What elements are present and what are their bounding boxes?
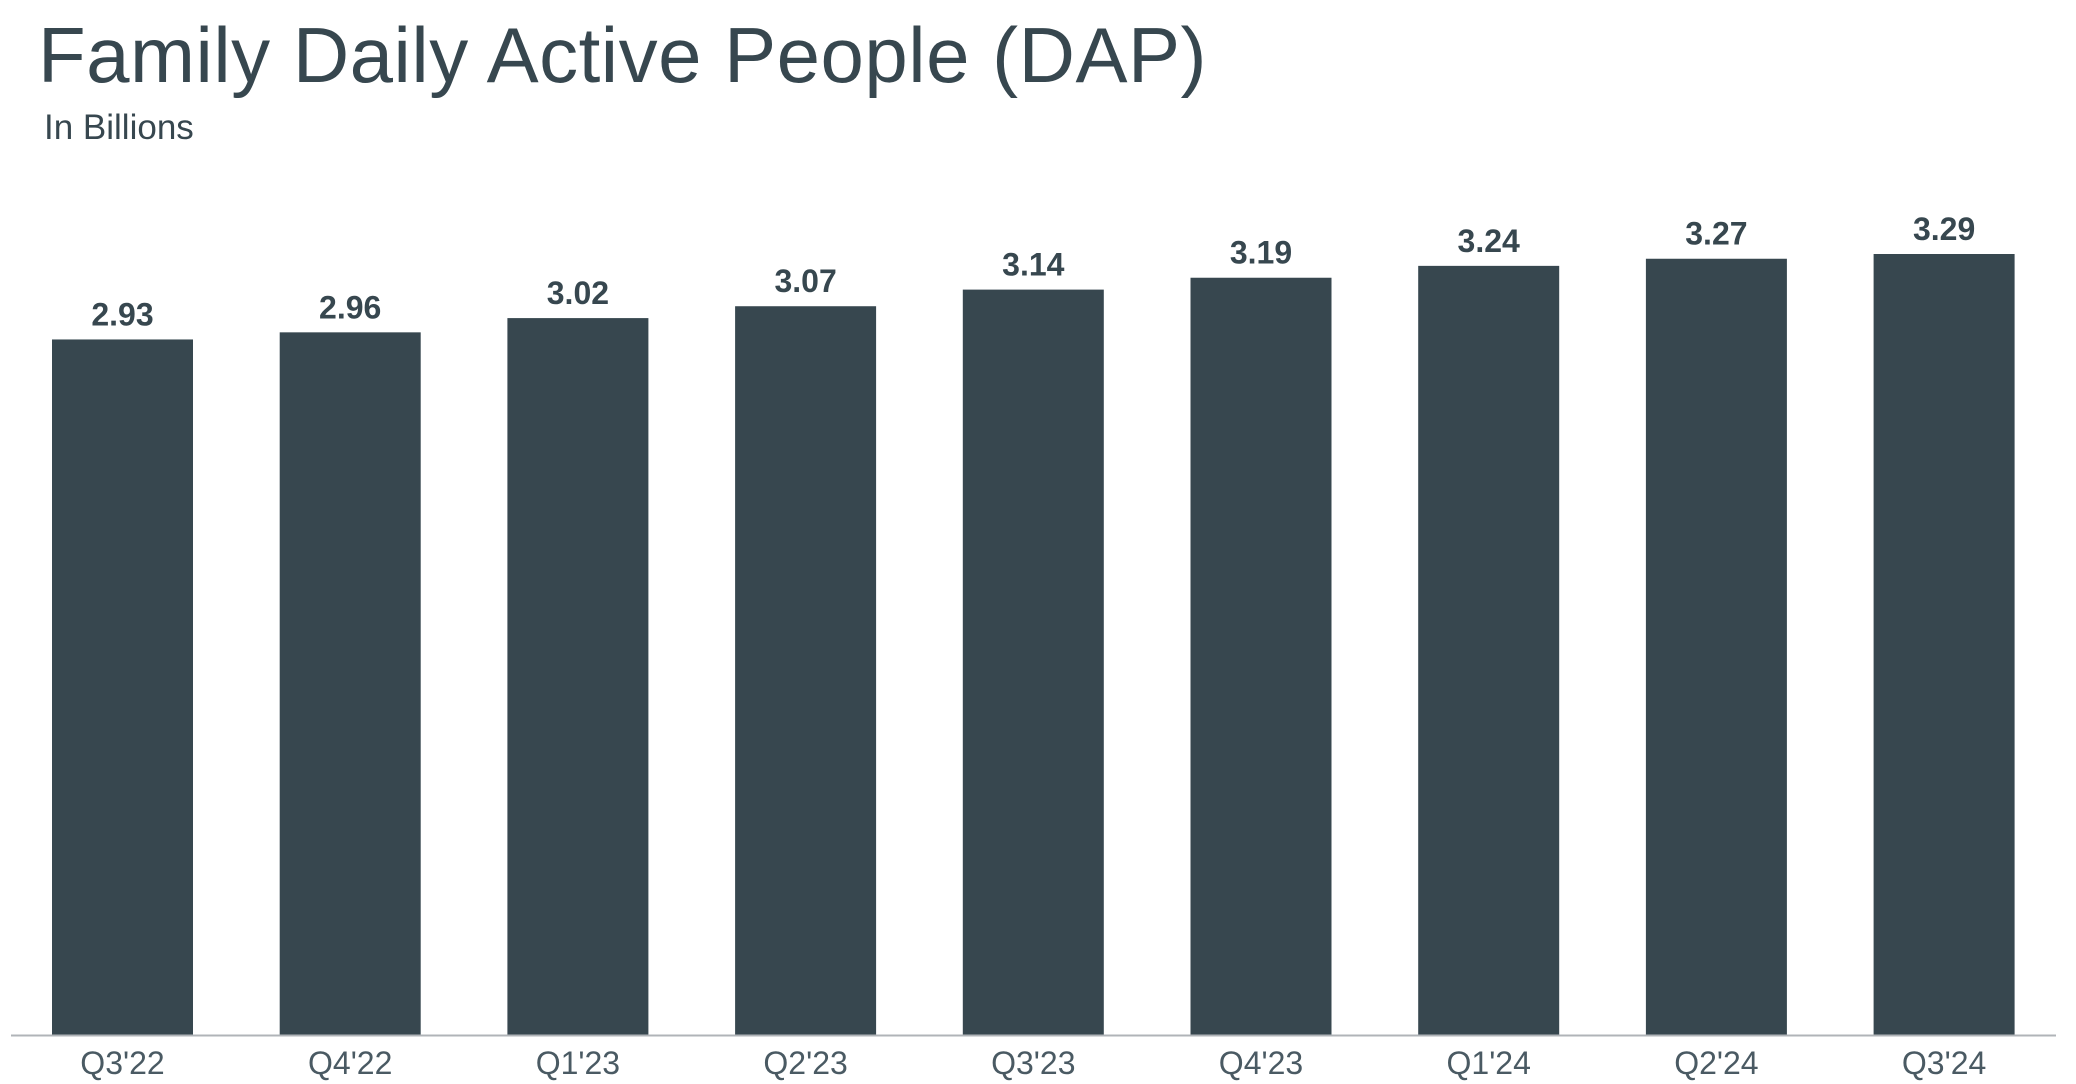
- x-tick-label: Q3'23: [991, 1045, 1075, 1081]
- x-tick-label: Q3'24: [1902, 1045, 1986, 1081]
- bar: [1418, 265, 1560, 1036]
- data-label: 3.24: [1458, 223, 1520, 259]
- data-label: 3.27: [1685, 216, 1747, 252]
- x-tick-label: Q2'23: [763, 1045, 847, 1081]
- data-label: 3.29: [1913, 211, 1975, 247]
- x-tick-label: Q3'22: [80, 1045, 164, 1081]
- bar: [52, 339, 193, 1035]
- chart-subtitle: In Billions: [44, 108, 194, 147]
- data-label: 2.93: [91, 296, 153, 332]
- bar: [735, 306, 877, 1035]
- bar: [279, 332, 421, 1035]
- data-label: 3.14: [1002, 247, 1064, 283]
- data-label: 3.07: [774, 263, 836, 299]
- bar: [1645, 258, 1787, 1036]
- x-tick-label: Q1'23: [536, 1045, 620, 1081]
- bar: [962, 289, 1104, 1035]
- bar: [1190, 277, 1332, 1035]
- chart-title: Family Daily Active People (DAP): [38, 11, 1208, 99]
- data-label: 3.02: [547, 275, 609, 311]
- bar: [507, 318, 649, 1035]
- bar: [1873, 254, 2015, 1035]
- x-tick-label: Q1'24: [1447, 1045, 1531, 1081]
- x-tick-label: Q4'23: [1219, 1045, 1303, 1081]
- x-tick-label: Q4'22: [308, 1045, 392, 1081]
- x-tick-label: Q2'24: [1674, 1045, 1758, 1081]
- data-label: 2.96: [319, 289, 381, 325]
- data-label: 3.19: [1230, 235, 1292, 271]
